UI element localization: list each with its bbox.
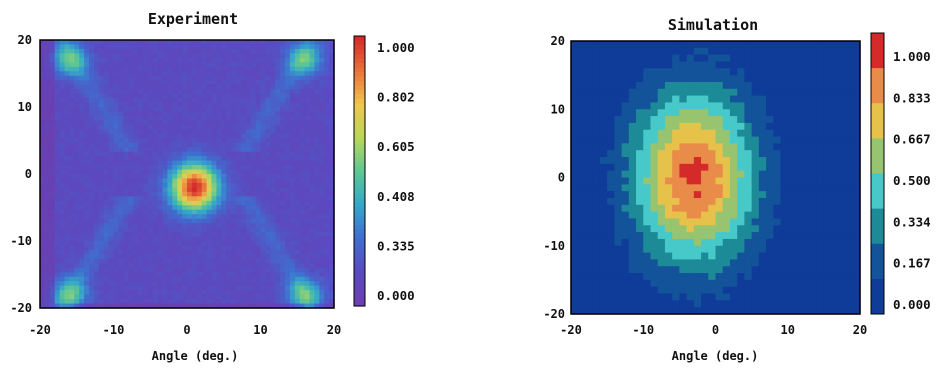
colorbar-tick-label: 0.167	[893, 256, 931, 271]
colorbar-frame	[870, 32, 885, 315]
simulation-x-ticks: -20 -10 0 10 20	[560, 323, 867, 337]
simulation-y-ticks: 20 10 0 -10 -20	[543, 34, 565, 321]
simulation-x-label: Angle (deg.)	[672, 349, 759, 363]
simulation-title: Simulation	[668, 16, 758, 34]
x-tick-label: 20	[327, 323, 341, 337]
colorbar-tick-label: 0.408	[377, 189, 415, 204]
colorbar-tick-label: 1.000	[893, 49, 931, 64]
colorbar-band	[871, 68, 884, 104]
x-tick-label: -10	[632, 323, 654, 337]
experiment-x-ticks: -20 -10 0 10 20	[29, 323, 341, 337]
y-tick-label: -20	[10, 301, 32, 315]
colorbar-tick-label: 0.667	[893, 132, 931, 147]
x-tick-label: 10	[253, 323, 267, 337]
x-tick-label: 20	[853, 323, 867, 337]
colorbar-band	[871, 243, 884, 280]
y-tick-label: 0	[25, 167, 32, 181]
colorbar-band	[871, 103, 884, 139]
y-tick-label: -10	[10, 234, 32, 248]
x-tick-label: 0	[183, 323, 190, 337]
colorbar-band	[871, 33, 884, 69]
colorbar-band	[871, 208, 884, 245]
colorbar-band	[871, 138, 884, 175]
x-tick-label: 0	[712, 323, 719, 337]
experiment-colorbar: 1.000 0.802 0.605 0.408 0.335 0.000	[353, 35, 415, 307]
simulation-frame	[570, 40, 861, 315]
experiment-chart: Experiment 20 10 0 -10 -20 -20 -10 0 10 20 Angle…	[10, 10, 414, 363]
colorbar-tick-label: 1.000	[377, 40, 415, 55]
y-tick-label: 20	[551, 34, 565, 48]
colorbar-tick-label: 0.500	[893, 173, 931, 188]
simulation-colorbar: 1.000 0.833 0.667 0.500 0.334 0.167 0.000	[870, 32, 931, 315]
colorbar-band	[871, 278, 884, 315]
x-tick-label: -10	[103, 323, 125, 337]
y-tick-label: 10	[551, 102, 565, 116]
colorbar-frame	[353, 35, 366, 307]
experiment-x-label: Angle (deg.)	[152, 349, 239, 363]
colorbar-tick-label: 0.335	[377, 238, 415, 253]
colorbar-tick-label: 0.605	[377, 139, 415, 154]
y-tick-label: -10	[543, 239, 565, 253]
colorbar-band	[871, 173, 884, 210]
x-tick-label: 10	[781, 323, 795, 337]
y-tick-label: 20	[18, 33, 32, 47]
colorbar-tick-label: 0.000	[893, 297, 931, 312]
colorbar-tick-label: 0.334	[893, 214, 931, 229]
experiment-frame	[39, 39, 335, 309]
x-tick-label: -20	[29, 323, 51, 337]
colorbar-tick-label: 0.802	[377, 90, 415, 105]
experiment-y-ticks: 20 10 0 -10 -20	[10, 33, 32, 315]
simulation-chart: Simulation 20 10 0 -10 -20 -20 -10 0 10 20 Angle…	[543, 16, 930, 363]
y-tick-label: 10	[18, 100, 32, 114]
y-tick-label: -20	[543, 307, 565, 321]
colorbar-tick-label: 0.000	[377, 288, 415, 303]
colorbar-tick-label: 0.833	[893, 90, 931, 105]
y-tick-label: 0	[558, 171, 565, 185]
x-tick-label: -20	[560, 323, 582, 337]
experiment-heatmap	[40, 40, 335, 309]
simulation-heatmap	[571, 41, 861, 315]
experiment-title: Experiment	[148, 10, 238, 28]
